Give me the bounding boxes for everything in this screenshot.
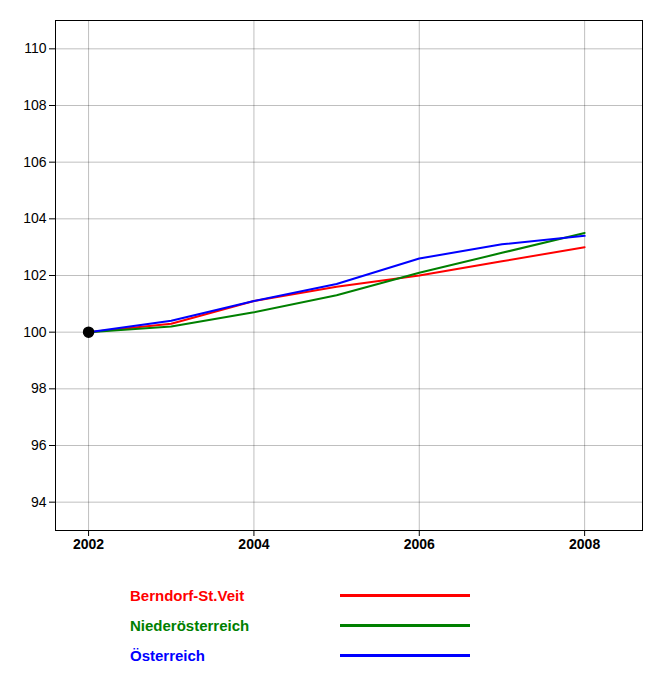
svg-text:96: 96 [31,437,47,453]
svg-text:2008: 2008 [569,536,600,552]
html-text:Berndorf-St.Veit: Berndorf-St.Veit [130,586,245,604]
svg-text:102: 102 [23,267,47,283]
html-text:Österreich: Österreich [130,646,205,664]
svg-text:2006: 2006 [404,536,435,552]
svg-text:100: 100 [23,324,47,340]
svg-text:104: 104 [23,210,47,226]
svg-text:108: 108 [23,97,47,113]
svg-text:2004: 2004 [238,536,269,552]
svg-text:106: 106 [23,154,47,170]
svg-text:94: 94 [31,494,47,510]
svg-text:98: 98 [31,380,47,396]
svg-text:2002: 2002 [73,536,104,552]
html-text:Niederösterreich: Niederösterreich [130,616,250,634]
svg-text:110: 110 [24,40,47,56]
